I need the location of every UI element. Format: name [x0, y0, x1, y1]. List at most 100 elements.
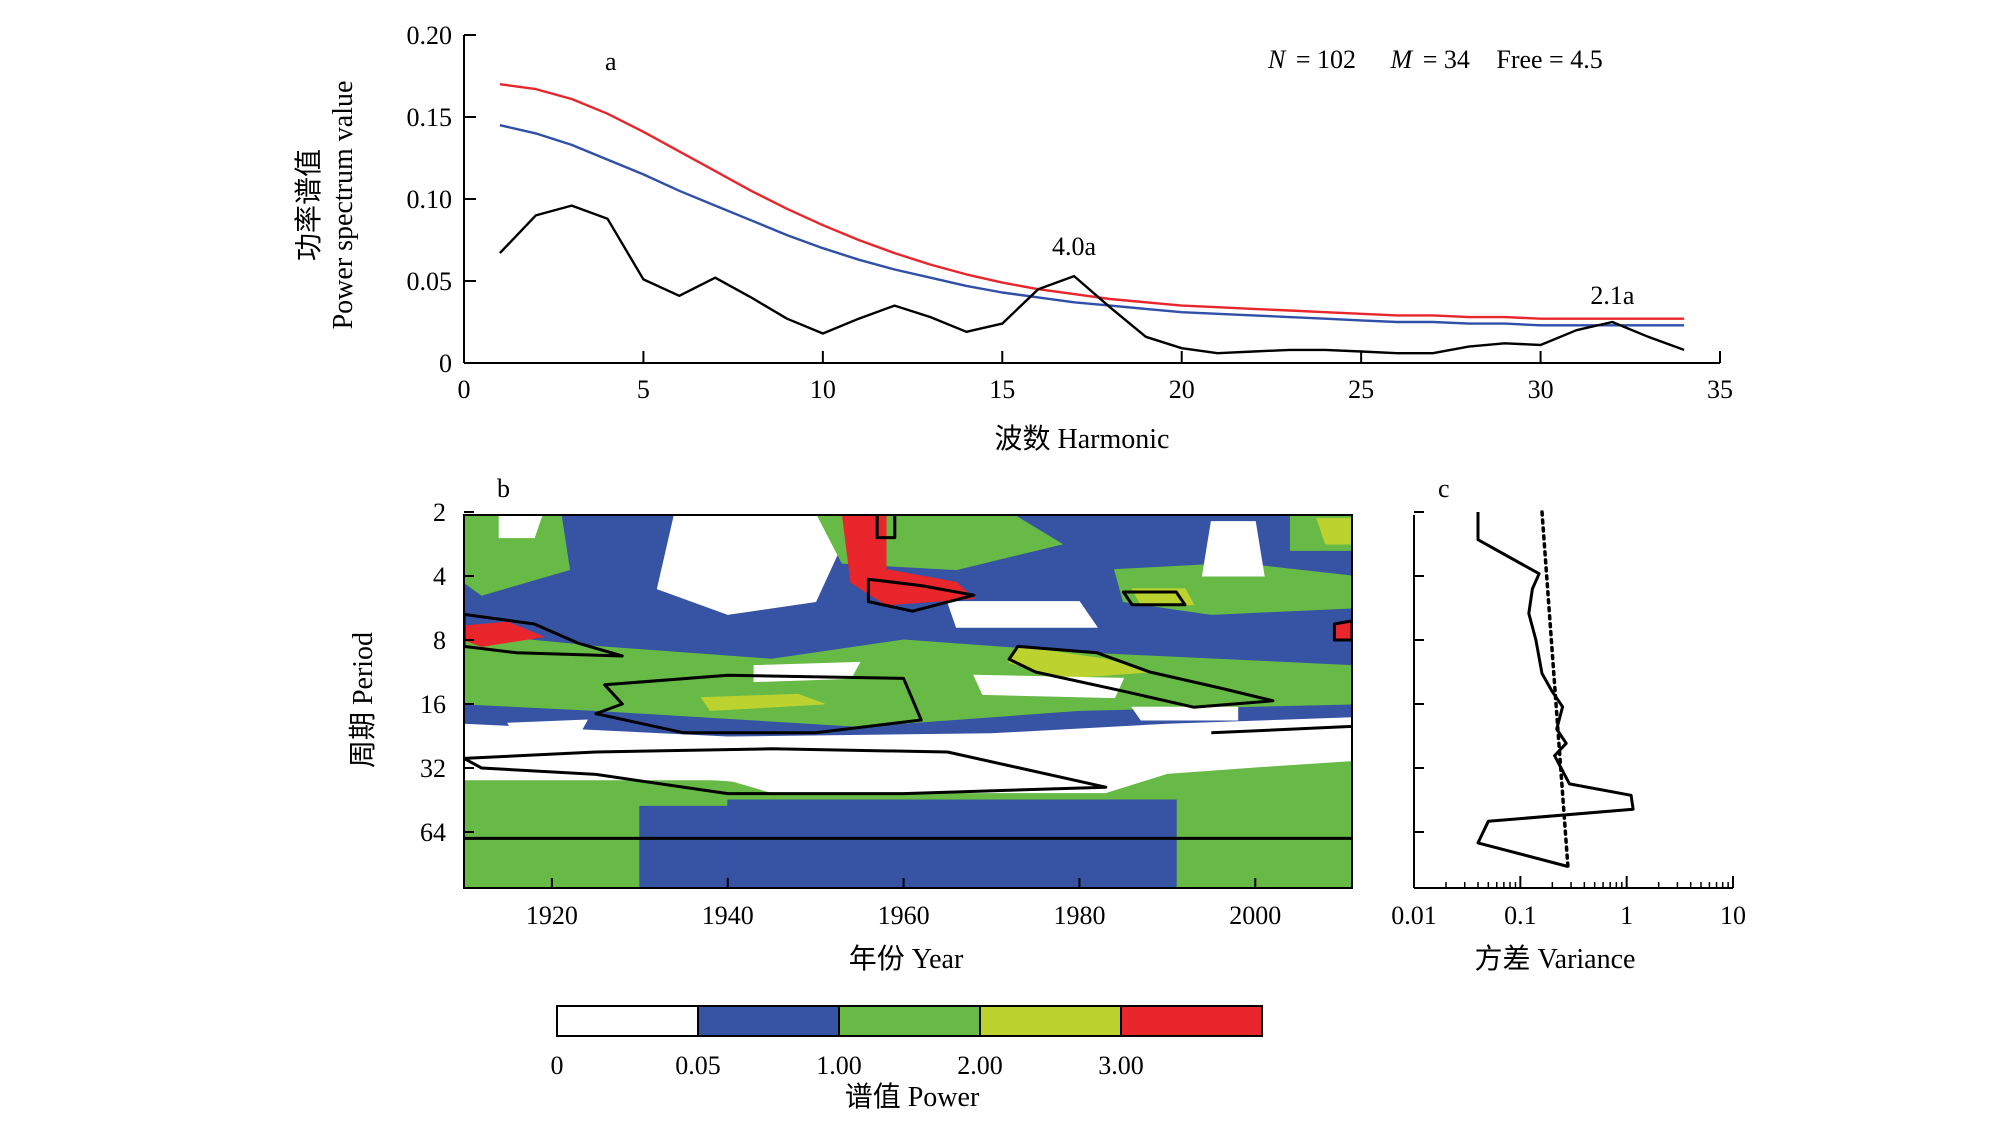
wavelet-region-level-4 — [841, 515, 976, 606]
wavelet-region-level-2 — [464, 515, 571, 596]
panel-a-xtick-label: 15 — [989, 375, 1015, 404]
svg-text:N = 102 M: N = 102 M = 34 Free = 4.5 — [1267, 45, 1603, 74]
panel-a-xtick-label: 5 — [637, 375, 650, 404]
panel-b-xtick-label: 1980 — [1053, 901, 1105, 930]
colorbar-labels: 0 0.05 1.00 2.00 3.00 — [551, 1051, 1144, 1080]
m-symbol: M — [1390, 45, 1414, 74]
panel-a-xlabel: 波数 Harmonic — [995, 423, 1170, 455]
panel-b-ytick-label: 4 — [433, 562, 446, 591]
wavelet-region-level-0 — [1131, 706, 1239, 721]
colorbar-cells — [556, 1005, 1263, 1037]
n-symbol: N — [1267, 45, 1287, 74]
panel-c-xlabel: 方差 Variance — [1475, 943, 1636, 975]
significance-contour — [464, 612, 624, 658]
panel-a-xtick-label: 25 — [1348, 375, 1374, 404]
panel-a-xtick-label: 35 — [1707, 375, 1733, 404]
panel-c-label: c — [1438, 474, 1450, 503]
significance-contour — [464, 747, 1108, 796]
wavelet-region-level-4 — [464, 621, 545, 647]
free-value: Free = 4.5 — [1496, 45, 1602, 74]
panel-b-label: b — [497, 474, 510, 503]
panel-a-xtick-label: 0 — [458, 375, 471, 404]
peak-annotation: 4.0a — [1052, 232, 1097, 261]
wavelet-region-level-0 — [656, 515, 843, 615]
panel-b-ytick-label: 2 — [433, 498, 446, 527]
panel-a-xtick-label: 10 — [810, 375, 836, 404]
panel-b-xtick-label: 2000 — [1229, 901, 1281, 930]
panel-a-series — [499, 83, 1685, 355]
wavelet-region-level-3 — [700, 693, 825, 711]
wavelet-region-level-0 — [973, 674, 1125, 699]
significance-contour — [866, 577, 976, 613]
wavelet-fill-regions — [464, 515, 1352, 888]
panel-a-ytick-label: 0.05 — [407, 267, 453, 296]
significance-contour — [875, 515, 897, 540]
wavelet-region-level-0 — [507, 719, 588, 740]
panel-a-stats: N = 102 M = 34 Free = 4.5 — [1267, 45, 1603, 74]
variance-panel: c 0.01 0.1 1 10 方差 Variance — [1391, 474, 1746, 975]
colorbar-label: 谱值 Power — [845, 1081, 980, 1113]
significance-contour — [1211, 724, 1352, 735]
power-spectrum-panel: a N = 102 M = 34 Free = 4.5 0 0.05 0.10 0.1… — [293, 21, 1733, 455]
peak-annotation: 2.1a — [1590, 281, 1635, 310]
colorbar-cell — [838, 1005, 981, 1037]
significance-contour — [1007, 644, 1275, 709]
panel-c-series — [1476, 510, 1635, 869]
panel-c-xtick-label: 0.01 — [1391, 901, 1437, 930]
panel-b-frame — [463, 514, 1353, 889]
panel-b-ytick-label: 16 — [420, 690, 446, 719]
wavelet-region-level-0 — [498, 515, 543, 539]
colorbar-tick-label: 2.00 — [957, 1051, 1003, 1080]
colorbar: 0 0.05 1.00 2.00 3.00 谱值 Power — [551, 1005, 1263, 1113]
panel-b-ylabel: 周期 Period — [348, 632, 379, 768]
panel-b-ytick-label: 32 — [420, 754, 446, 783]
red-reference-line — [499, 83, 1685, 320]
colorbar-cell — [1120, 1005, 1263, 1037]
panel-b-xtick-label: 1960 — [878, 901, 930, 930]
panel-c-xtick-label: 1 — [1620, 901, 1633, 930]
panel-a-ytick-label: 0.20 — [407, 21, 453, 50]
panel-b-axes: 1920 1940 1960 1980 2000 2 4 8 16 32 64 — [420, 498, 1353, 930]
n-value: = 102 — [1296, 45, 1356, 74]
colorbar-tick-label: 0.05 — [675, 1051, 721, 1080]
panel-c-xtick-label: 0.1 — [1504, 901, 1537, 930]
wavelet-region-level-0 — [1201, 521, 1265, 577]
panel-a-ylabel: 功率谱值 Power spectrum value — [293, 81, 359, 330]
wavelet-region-level-1 — [727, 799, 1177, 888]
panel-a-label: a — [605, 47, 617, 76]
panel-a-ylabel-cn: 功率谱值 — [293, 149, 325, 261]
colorbar-tick-label: 1.00 — [816, 1051, 862, 1080]
panel-b-ytick-label: 8 — [433, 626, 446, 655]
variance-line — [1476, 512, 1635, 868]
panel-a-xtick-label: 20 — [1169, 375, 1195, 404]
panel-c-axes: 0.01 0.1 1 10 — [1391, 511, 1746, 930]
colorbar-cell — [697, 1005, 840, 1037]
colorbar-tick-label: 0 — [551, 1051, 564, 1080]
panel-a-ytick-label: 0.15 — [407, 103, 453, 132]
wavelet-region-level-2 — [464, 633, 1352, 727]
colorbar-cell — [979, 1005, 1122, 1037]
panel-a-axes: 0 0.05 0.10 0.15 0.20 0 5 10 15 20 25 30 35 — [407, 21, 1734, 404]
panel-b-xtick-label: 1920 — [526, 901, 578, 930]
m-value: = 34 — [1423, 45, 1470, 74]
wavelet-region-level-3 — [1316, 517, 1352, 545]
wavelet-region-level-0 — [946, 601, 1098, 628]
significance-contour — [594, 673, 923, 735]
panel-b-xtick-label: 1940 — [702, 901, 754, 930]
panel-a-ytick-label: 0 — [439, 349, 452, 378]
wavelet-region-level-1 — [639, 805, 729, 888]
panel-a-ylabel-en: Power spectrum value — [328, 81, 359, 330]
panel-a-annotations: 4.0a 2.1a — [1052, 232, 1635, 310]
wavelet-contours — [464, 515, 1352, 840]
wavelet-region-level-0 — [507, 741, 1080, 788]
panel-c-xtick-label: 10 — [1720, 901, 1746, 930]
significance-contour — [1121, 590, 1187, 607]
variance-reference-line — [1540, 510, 1570, 869]
panel-b-xlabel: 年份 Year — [849, 943, 964, 975]
blue-reference-line — [499, 124, 1685, 327]
panel-a-xtick-label: 30 — [1528, 375, 1554, 404]
panel-a-ytick-label: 0.10 — [407, 185, 453, 214]
colorbar-tick-label: 3.00 — [1098, 1051, 1144, 1080]
